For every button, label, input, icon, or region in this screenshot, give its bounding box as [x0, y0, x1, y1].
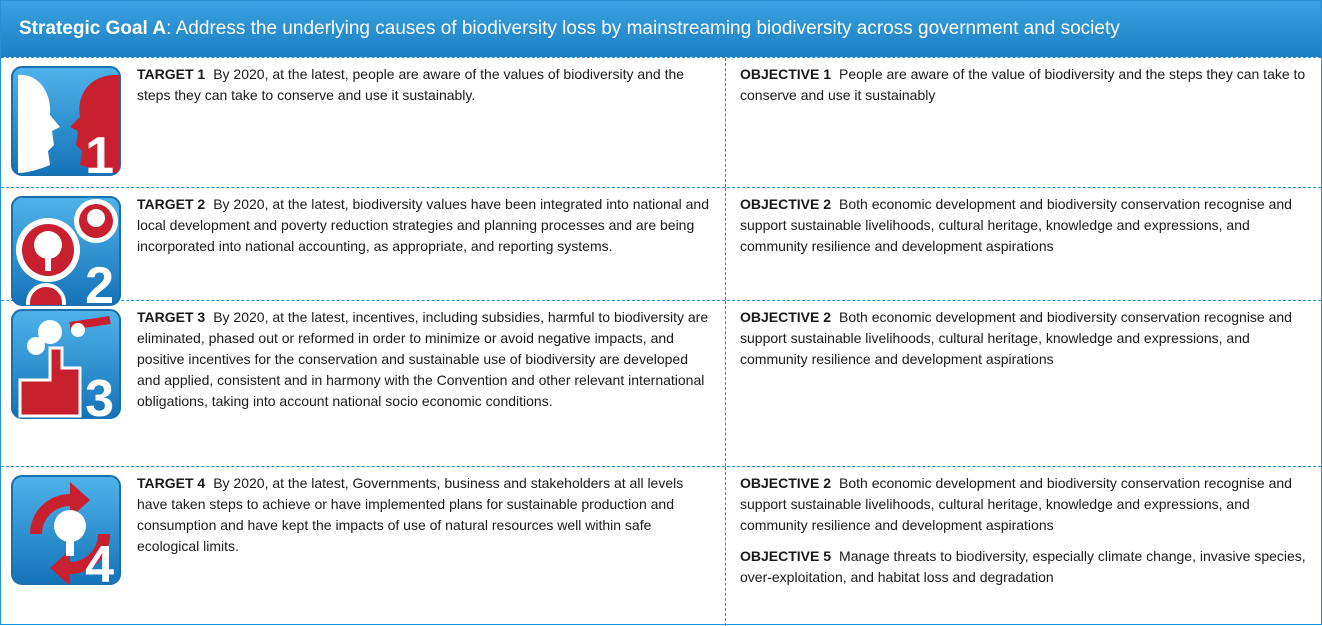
objective-text: Both economic development and biodiversi… — [740, 196, 1292, 254]
row: 3 TARGET 3 By 2020, at the latest, incenti… — [1, 300, 1321, 466]
objective: OBJECTIVE 5 Manage threats to biodiversit… — [740, 546, 1307, 588]
objective-cell: OBJECTIVE 2 Both economic development and… — [726, 301, 1321, 466]
target-text: By 2020, at the latest, incentives, incl… — [137, 309, 709, 409]
target-text: By 2020, at the latest, biodiversity val… — [137, 196, 709, 254]
objective: OBJECTIVE 1 People are aware of the value… — [740, 64, 1307, 106]
objective-label: OBJECTIVE 2 — [740, 475, 832, 491]
row: 1 TARGET 1 By 2020, at the latest, people … — [1, 57, 1321, 187]
target-icon: 3 — [11, 309, 121, 428]
target-cell: TARGET 4 By 2020, at the latest, Governme… — [131, 467, 726, 626]
icon-number: 1 — [85, 127, 114, 177]
objective-text: Both economic development and biodiversi… — [740, 475, 1292, 533]
row: 2 TARGET 2 By 2020, at the latest, biodive… — [1, 187, 1321, 315]
target-icon: 4 — [11, 475, 121, 594]
objective-label: OBJECTIVE 5 — [740, 548, 832, 564]
icon-cell: 4 — [1, 467, 131, 626]
icon-number: 4 — [85, 536, 114, 586]
target: TARGET 2 By 2020, at the latest, biodiver… — [137, 194, 711, 257]
target: TARGET 3 By 2020, at the latest, incentiv… — [137, 307, 711, 412]
goal-text: : Address the underlying causes of biodi… — [166, 18, 1120, 39]
objective-text: People are aware of the value of biodive… — [740, 66, 1306, 103]
objective: OBJECTIVE 2 Both economic development and… — [740, 194, 1307, 257]
icon-cell: 3 — [1, 301, 131, 466]
objective-cell: OBJECTIVE 2 Both economic development and… — [726, 188, 1321, 300]
target-label: TARGET 1 — [137, 66, 206, 82]
objective-label: OBJECTIVE 2 — [740, 196, 832, 212]
target: TARGET 4 By 2020, at the latest, Governme… — [137, 473, 711, 557]
goal-label: Strategic Goal A — [19, 18, 167, 39]
objective-label: OBJECTIVE 2 — [740, 309, 832, 325]
target-cell: TARGET 2 By 2020, at the latest, biodiver… — [131, 188, 726, 300]
objective-cell: OBJECTIVE 1 People are aware of the value… — [726, 58, 1321, 187]
icon-cell: 2 — [1, 188, 131, 315]
target-label: TARGET 2 — [137, 196, 206, 212]
row: 4 TARGET 4 By 2020, at the latest, Governm… — [1, 466, 1321, 626]
objective-label: OBJECTIVE 1 — [740, 66, 832, 82]
rows: 1 TARGET 1 By 2020, at the latest, people … — [1, 57, 1321, 626]
objective-text: Manage threats to biodiversity, especial… — [740, 548, 1306, 585]
target: TARGET 1 By 2020, at the latest, people a… — [137, 64, 711, 106]
goal-header: Strategic Goal A: Address the underlying… — [1, 1, 1321, 57]
objective: OBJECTIVE 2 Both economic development and… — [740, 473, 1307, 536]
target-icon: 2 — [11, 196, 121, 315]
target-icon: 1 — [11, 66, 121, 185]
target-label: TARGET 4 — [137, 475, 206, 491]
target-text: By 2020, at the latest, people are aware… — [137, 66, 685, 103]
target-text: By 2020, at the latest, Governments, bus… — [137, 475, 684, 554]
icon-cell: 1 — [1, 58, 131, 187]
target-cell: TARGET 3 By 2020, at the latest, incentiv… — [131, 301, 726, 466]
icon-number: 2 — [85, 257, 114, 307]
icon-number: 3 — [85, 370, 114, 420]
target-cell: TARGET 1 By 2020, at the latest, people a… — [131, 58, 726, 187]
objective-text: Both economic development and biodiversi… — [740, 309, 1292, 367]
target-label: TARGET 3 — [137, 309, 206, 325]
objective-cell: OBJECTIVE 2 Both economic development and… — [726, 467, 1321, 626]
objective: OBJECTIVE 2 Both economic development and… — [740, 307, 1307, 370]
